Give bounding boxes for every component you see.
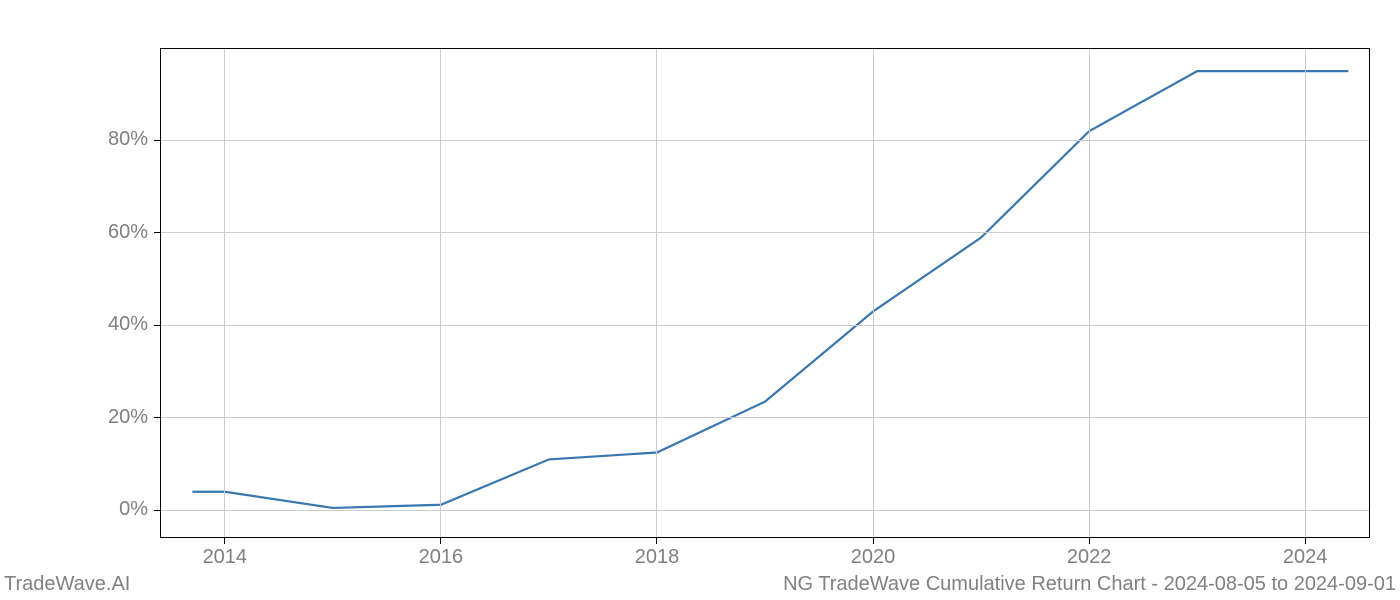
plot-area (160, 48, 1370, 538)
y-tick-mark (154, 325, 160, 326)
y-grid-line (160, 140, 1370, 141)
x-grid-line (656, 48, 657, 538)
x-tick-mark (1089, 538, 1090, 544)
y-grid-line (160, 325, 1370, 326)
plot-spine (160, 537, 1370, 538)
footer-right-label: NG TradeWave Cumulative Return Chart - 2… (783, 573, 1396, 596)
y-tick-mark (154, 140, 160, 141)
line-series-svg (160, 48, 1370, 538)
footer-left-label: TradeWave.AI (4, 573, 130, 596)
cumulative-return-line (192, 71, 1348, 508)
x-tick-label: 2016 (411, 546, 471, 569)
y-tick-label: 0% (119, 498, 148, 521)
x-grid-line (1305, 48, 1306, 538)
plot-spine (160, 48, 161, 538)
x-tick-mark (224, 538, 225, 544)
x-tick-mark (873, 538, 874, 544)
x-tick-label: 2024 (1275, 546, 1335, 569)
plot-spine (1369, 48, 1370, 538)
x-grid-line (1089, 48, 1090, 538)
y-tick-label: 40% (108, 313, 148, 336)
plot-spine (160, 48, 1370, 49)
y-grid-line (160, 510, 1370, 511)
x-tick-label: 2020 (843, 546, 903, 569)
x-tick-label: 2014 (195, 546, 255, 569)
x-grid-line (440, 48, 441, 538)
y-grid-line (160, 232, 1370, 233)
y-tick-label: 80% (108, 128, 148, 151)
y-grid-line (160, 417, 1370, 418)
x-tick-mark (440, 538, 441, 544)
cumulative-return-chart: 2014 2016 2018 2020 2022 2024 0% 20% 40% 60% 80% T… (0, 0, 1400, 600)
y-tick-label: 20% (108, 406, 148, 429)
y-tick-mark (154, 510, 160, 511)
y-tick-mark (154, 232, 160, 233)
x-tick-mark (656, 538, 657, 544)
x-grid-line (224, 48, 225, 538)
x-tick-label: 2018 (627, 546, 687, 569)
x-tick-mark (1305, 538, 1306, 544)
x-tick-label: 2022 (1059, 546, 1119, 569)
x-grid-line (873, 48, 874, 538)
y-tick-mark (154, 417, 160, 418)
y-tick-label: 60% (108, 221, 148, 244)
